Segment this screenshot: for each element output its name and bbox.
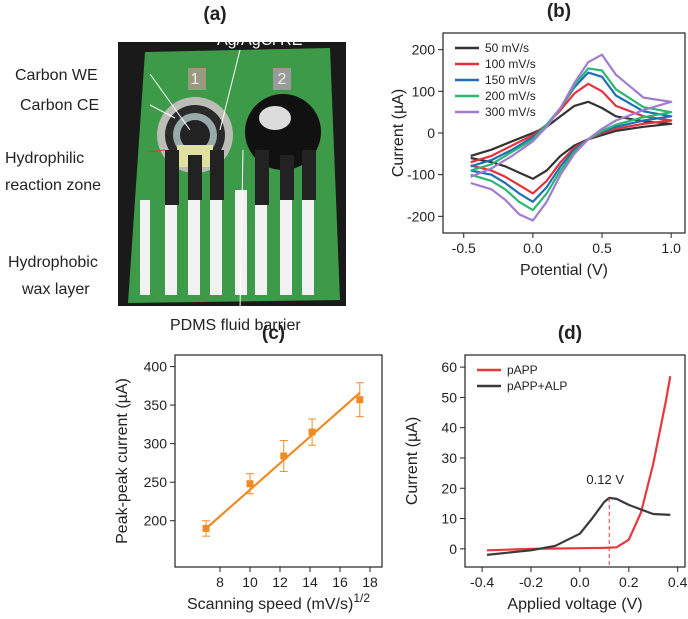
plot-frame: [442, 32, 686, 234]
point: [356, 396, 364, 404]
plot-frame: [174, 354, 383, 568]
x-tick-label: 16: [332, 574, 348, 590]
x-tick-label: 14: [302, 574, 318, 590]
x-tick-label: 0.4: [668, 574, 688, 590]
x-axis-label: Applied voltage (V): [507, 596, 642, 613]
series-line: [470, 53, 673, 222]
legend-label: 150 mV/s: [485, 73, 536, 87]
y-tick-label: 0: [449, 541, 457, 557]
series-line: [486, 496, 671, 556]
x-axis-label: Potential (V): [520, 262, 608, 279]
x-axis-label-text: Applied voltage (V): [507, 596, 642, 613]
photo-label: wax layer: [21, 281, 90, 298]
legend-label: 200 mV/s: [485, 89, 536, 103]
panel-label: (b): [547, 1, 571, 22]
photo-label: Hydrophilic: [5, 150, 84, 167]
point: [246, 480, 254, 488]
pad-tag: [273, 68, 291, 90]
y-tick-label: 350: [144, 397, 168, 413]
photo: 1 2: [118, 42, 346, 311]
y-tick-label: 300: [144, 436, 168, 452]
y-tick-label: 200: [144, 513, 168, 529]
traces: [165, 150, 316, 205]
pad-number: 2: [278, 71, 287, 88]
y-tick-label: 50: [441, 389, 457, 405]
reflection: [259, 106, 291, 130]
series-line: [470, 67, 673, 212]
legend-label: 300 mV/s: [485, 105, 536, 119]
photo-label: Hydrophobic: [8, 254, 98, 271]
legend-label: pAPP+ALP: [507, 379, 567, 393]
legend-label: 50 mV/s: [485, 41, 529, 55]
y-tick-label: 0: [427, 125, 435, 141]
series-line: [486, 376, 672, 552]
x-tick-label: 0.5: [592, 240, 612, 256]
x-axis-label: Scanning speed (mV/s)1/2: [187, 591, 370, 613]
fit-line: [205, 391, 361, 530]
legend-label: pAPP: [507, 363, 538, 377]
x-tick-label: 12: [272, 574, 288, 590]
panel-label: (d): [558, 323, 582, 344]
x-axis-label-text: Scanning speed (mV/s): [187, 596, 353, 613]
photo-label: Carbon CE: [20, 97, 99, 114]
x-tick-label: 18: [362, 574, 378, 590]
panel-label: (c): [262, 323, 285, 344]
x-tick-label: 0.2: [619, 574, 639, 590]
photo-label: reaction zone: [5, 177, 101, 194]
leads: [140, 190, 314, 295]
photo-label: Ag/AgCl RE: [217, 32, 302, 49]
pointers: [147, 49, 244, 311]
annotation-text: 0.12 V: [586, 472, 624, 487]
x-tick-label: 0.0: [523, 240, 543, 256]
point: [280, 452, 288, 460]
x-tick-label: 0.0: [570, 574, 590, 590]
x-axis-label-text: Potential (V): [520, 262, 608, 279]
y-axis-label: Current (µA): [404, 417, 421, 505]
y-tick-label: -200: [407, 208, 435, 224]
x-tick-label: 8: [216, 574, 224, 590]
y-axis-label: Peak-peak current (µA): [114, 378, 131, 544]
x-tick-label: 1.0: [661, 240, 681, 256]
y-tick-label: 40: [441, 420, 457, 436]
photo-label: PDMS fluid barrier: [170, 317, 301, 334]
point: [308, 428, 316, 436]
x-tick-label: 10: [242, 574, 258, 590]
y-tick-label: 400: [144, 359, 168, 375]
point: [202, 524, 210, 532]
x-tick-label: -0.5: [452, 240, 476, 256]
y-tick-label: 10: [441, 511, 457, 527]
panel-label: (a): [203, 4, 226, 25]
y-tick-label: 100: [412, 83, 436, 99]
y-axis-label: Current (µA): [390, 89, 407, 177]
pad-tag: [188, 68, 206, 90]
y-tick-label: 30: [441, 450, 457, 466]
x-tick-label: -0.2: [519, 574, 543, 590]
y-tick-label: -100: [407, 167, 435, 183]
pad-number: 1: [191, 71, 200, 88]
photo-label: Carbon WE: [15, 67, 98, 84]
y-tick-label: 20: [441, 480, 457, 496]
y-tick-label: 60: [441, 359, 457, 375]
legend-label: 100 mV/s: [485, 57, 536, 71]
plot-frame: [464, 354, 686, 568]
y-tick-label: 250: [144, 474, 168, 490]
working-electrode: [180, 120, 210, 150]
x-tick-label: -0.4: [470, 574, 494, 590]
x-axis-label-superscript: 1/2: [353, 591, 370, 605]
y-tick-label: 200: [412, 42, 436, 58]
